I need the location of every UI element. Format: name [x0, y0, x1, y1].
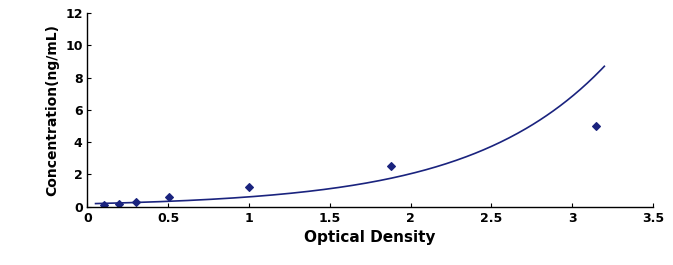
X-axis label: Optical Density: Optical Density: [304, 230, 436, 245]
Y-axis label: Concentration(ng/mL): Concentration(ng/mL): [46, 24, 60, 196]
